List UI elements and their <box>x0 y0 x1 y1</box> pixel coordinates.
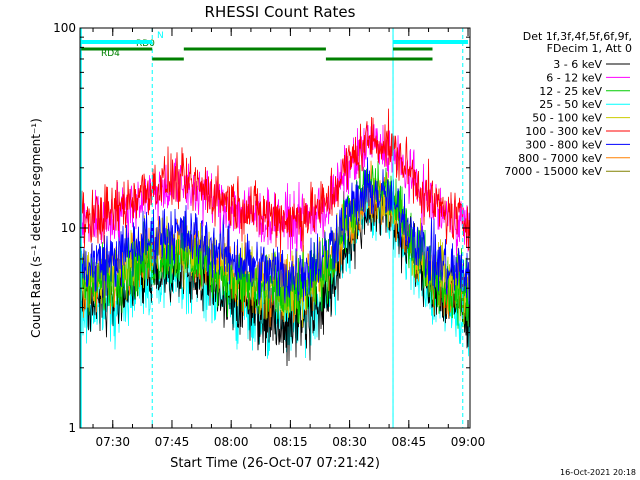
legend-header-line-2: FDecim 1, Att 0 <box>547 42 632 55</box>
legend-label-5: 100 - 300 keV <box>525 125 602 138</box>
legend-label-1: 6 - 12 keV <box>546 71 602 84</box>
y-tick-label-0: 1 <box>68 421 76 435</box>
series-line-6 <box>80 157 470 306</box>
y-tick-label-2: 100 <box>53 21 76 35</box>
x-tick-label-2: 08:00 <box>214 435 249 449</box>
x-axis-label: Start Time (26-Oct-07 07:21:42) <box>170 456 380 471</box>
x-tick-label-1: 07:45 <box>155 435 190 449</box>
attenuator-label-2: N <box>157 31 164 41</box>
generation-timestamp: 16-Oct-2021 20:18 <box>560 468 636 477</box>
y-axis-label: Count Rate (s⁻¹ detector segment⁻¹) <box>29 118 43 338</box>
x-tick-label-3: 08:15 <box>273 435 308 449</box>
legend-label-6: 300 - 800 keV <box>525 138 602 151</box>
legend-label-4: 50 - 100 keV <box>532 112 602 125</box>
y-axis-ticks: 1 10 100 <box>53 21 470 435</box>
x-tick-label-4: 08:30 <box>332 435 367 449</box>
x-axis-ticks: 07:30 07:45 08:00 08:15 08:30 08:45 09:00 <box>92 28 486 449</box>
legend-label-2: 12 - 25 keV <box>539 85 602 98</box>
x-tick-label-5: 08:45 <box>392 435 427 449</box>
legend-label-0: 3 - 6 keV <box>553 58 602 71</box>
series-line-5 <box>80 108 470 253</box>
chart-title: RHESSI Count Rates <box>205 3 356 21</box>
legend-label-8: 7000 - 15000 keV <box>504 165 602 178</box>
x-tick-label-0: 07:30 <box>95 435 130 449</box>
attenuator-label-1: RD4 <box>101 49 120 59</box>
y-tick-label-1: 10 <box>61 221 76 235</box>
x-tick-label-6: 09:00 <box>451 435 486 449</box>
series-lines <box>80 108 470 367</box>
legend-label-3: 25 - 50 keV <box>539 98 602 111</box>
legend-label-7: 800 - 7000 keV <box>518 152 602 165</box>
legend-header-line-1: Det 1f,3f,4f,5f,6f,9f, <box>523 30 632 43</box>
